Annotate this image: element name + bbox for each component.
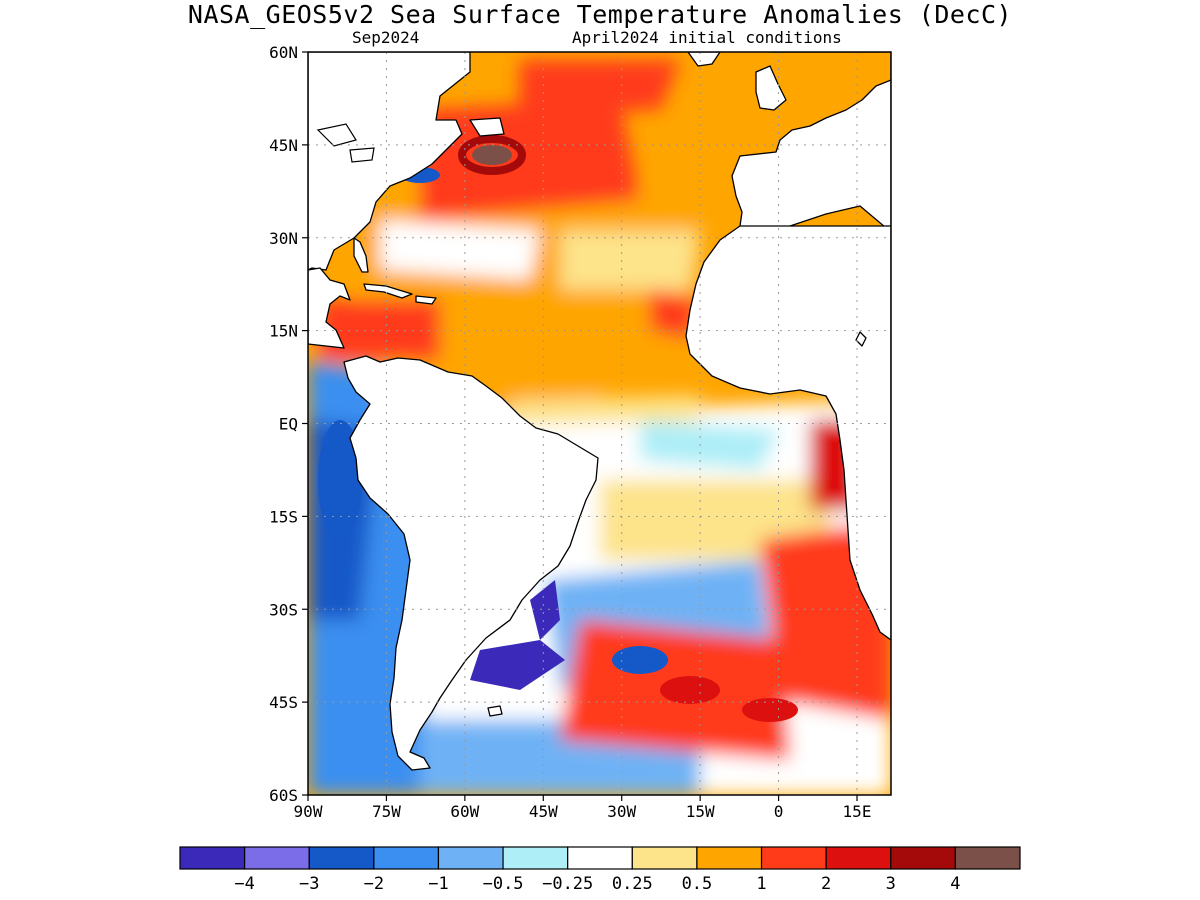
colorbar-swatch	[502, 846, 569, 870]
field-caribbean-warm	[320, 300, 440, 360]
colorbar-swatch	[696, 846, 763, 870]
south-america	[343, 355, 599, 771]
colorbar-swatch	[373, 846, 440, 870]
field-max-anomaly	[472, 145, 512, 165]
field-equatorial-cool	[640, 420, 780, 470]
colorbar-label: 3	[886, 874, 896, 894]
lat-tick-label: 30S	[269, 600, 298, 619]
lat-tick-label: 15N	[269, 322, 298, 341]
colorbar-label: 2	[821, 874, 831, 894]
lat-tick-label: 60N	[269, 43, 298, 62]
field-south-warm-eddy	[660, 676, 720, 704]
north-america	[308, 52, 471, 271]
latitude-axis: 60N 45N 30N 15N EQ 15S 30S 45S 60S	[269, 43, 308, 805]
lon-tick-label: 45W	[529, 802, 558, 821]
field-central-north-mild	[560, 230, 700, 290]
lon-tick-label: 15E	[843, 802, 872, 821]
lon-tick-label: 60W	[450, 802, 479, 821]
colorbar-swatch	[631, 846, 698, 870]
lat-tick-label: 60S	[269, 786, 298, 805]
colorbar-label: −4	[234, 874, 254, 894]
lon-tick-label: 15W	[686, 802, 715, 821]
florida	[353, 237, 369, 273]
colorbar-swatch	[825, 846, 892, 870]
colorbar-swatch	[437, 846, 504, 870]
colorbar-label: −3	[299, 874, 319, 894]
madagascar-placeholder	[855, 331, 867, 347]
forecast-month: Sep2024	[352, 28, 420, 47]
colorbar-label: −0.5	[483, 874, 524, 894]
field-min-anomaly	[470, 640, 565, 690]
colorbar-label: 4	[950, 874, 960, 894]
colorbar-label: 1	[756, 874, 766, 894]
great-lakes	[316, 123, 375, 163]
colorbar: −4 −3 −2 −1 −0.5 −0.25 0.25 0.5 1 2 3 4	[179, 846, 1021, 894]
lon-tick-label: 90W	[294, 802, 323, 821]
lat-tick-label: 45S	[269, 693, 298, 712]
field-south-cool-eddy	[612, 646, 668, 674]
lat-tick-label: 45N	[269, 136, 298, 155]
lat-tick-label: 30N	[269, 229, 298, 248]
europe	[731, 52, 891, 233]
colorbar-label: −2	[364, 874, 384, 894]
colorbar-label: 0.5	[682, 874, 713, 894]
colorbar-swatch	[179, 846, 246, 870]
africa	[685, 225, 891, 641]
colorbar-swatch	[890, 846, 956, 870]
field-subpolar-warm	[520, 60, 680, 110]
field-gulfstream-warm	[420, 100, 640, 220]
hispaniola	[415, 295, 437, 305]
lat-tick-label: EQ	[279, 415, 298, 434]
initial-conditions-label: April2024 initial conditions	[572, 28, 842, 47]
map-field	[308, 52, 891, 795]
field-sargasso-neutral	[380, 220, 540, 280]
lon-tick-label: 0	[774, 802, 784, 821]
chart-title: NASA_GEOS5v2 Sea Surface Temperature Ano…	[187, 0, 1013, 29]
longitude-axis: 90W 75W 60W 45W 30W 15W 0 15E	[294, 795, 872, 821]
great-britain	[755, 65, 787, 111]
greenland-tip	[687, 52, 721, 67]
lon-tick-label: 30W	[607, 802, 636, 821]
colorbar-swatch	[954, 846, 1021, 870]
falklands	[487, 705, 503, 717]
field-equator-mild	[510, 395, 700, 425]
land-masses	[308, 52, 891, 771]
lat-tick-label: 15S	[269, 507, 298, 526]
colorbar-swatch	[308, 846, 375, 870]
central-america	[308, 267, 351, 349]
lon-tick-label: 75W	[372, 802, 401, 821]
lat-lon-grid	[308, 52, 891, 795]
colorbar-swatch	[567, 846, 633, 870]
colorbar-label: −0.25	[542, 874, 593, 894]
colorbar-label: 0.25	[612, 874, 653, 894]
newfoundland	[469, 117, 505, 137]
colorbar-label: −1	[428, 874, 448, 894]
colorbar-swatch	[760, 846, 827, 870]
colorbar-swatch	[244, 846, 310, 870]
